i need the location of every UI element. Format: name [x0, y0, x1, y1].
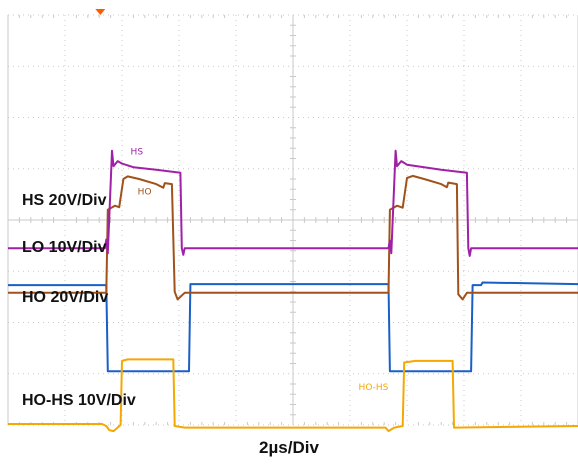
waveform-tag-hs: HS	[131, 147, 144, 157]
trace-lo	[8, 281, 578, 373]
trigger-marker	[95, 9, 106, 15]
trace-hs	[8, 149, 578, 257]
channel-label-ho: HO 20V/Div	[22, 289, 108, 306]
grid	[7, 14, 578, 426]
channel-label-lo: LO 10V/Div	[22, 239, 107, 256]
trigger-marker-shape	[95, 9, 106, 15]
waveform-tag-ho: HO	[138, 187, 152, 197]
x-axis-label: 2µs/Div	[259, 438, 319, 457]
waveform-traces	[8, 149, 578, 433]
channel-label-hs: HS 20V/Div	[22, 192, 107, 209]
waveform-tags: HS HO HO-HS	[131, 147, 389, 393]
waveform-tag-hohs: HO-HS	[359, 383, 389, 393]
channel-label-hohs: HO-HS 10V/Div	[22, 392, 136, 409]
trace-ho	[8, 174, 578, 301]
channel-labels: HS 20V/Div LO 10V/Div HO 20V/Div HO-HS 10V/…	[22, 192, 136, 409]
trace-hohs	[8, 358, 578, 433]
